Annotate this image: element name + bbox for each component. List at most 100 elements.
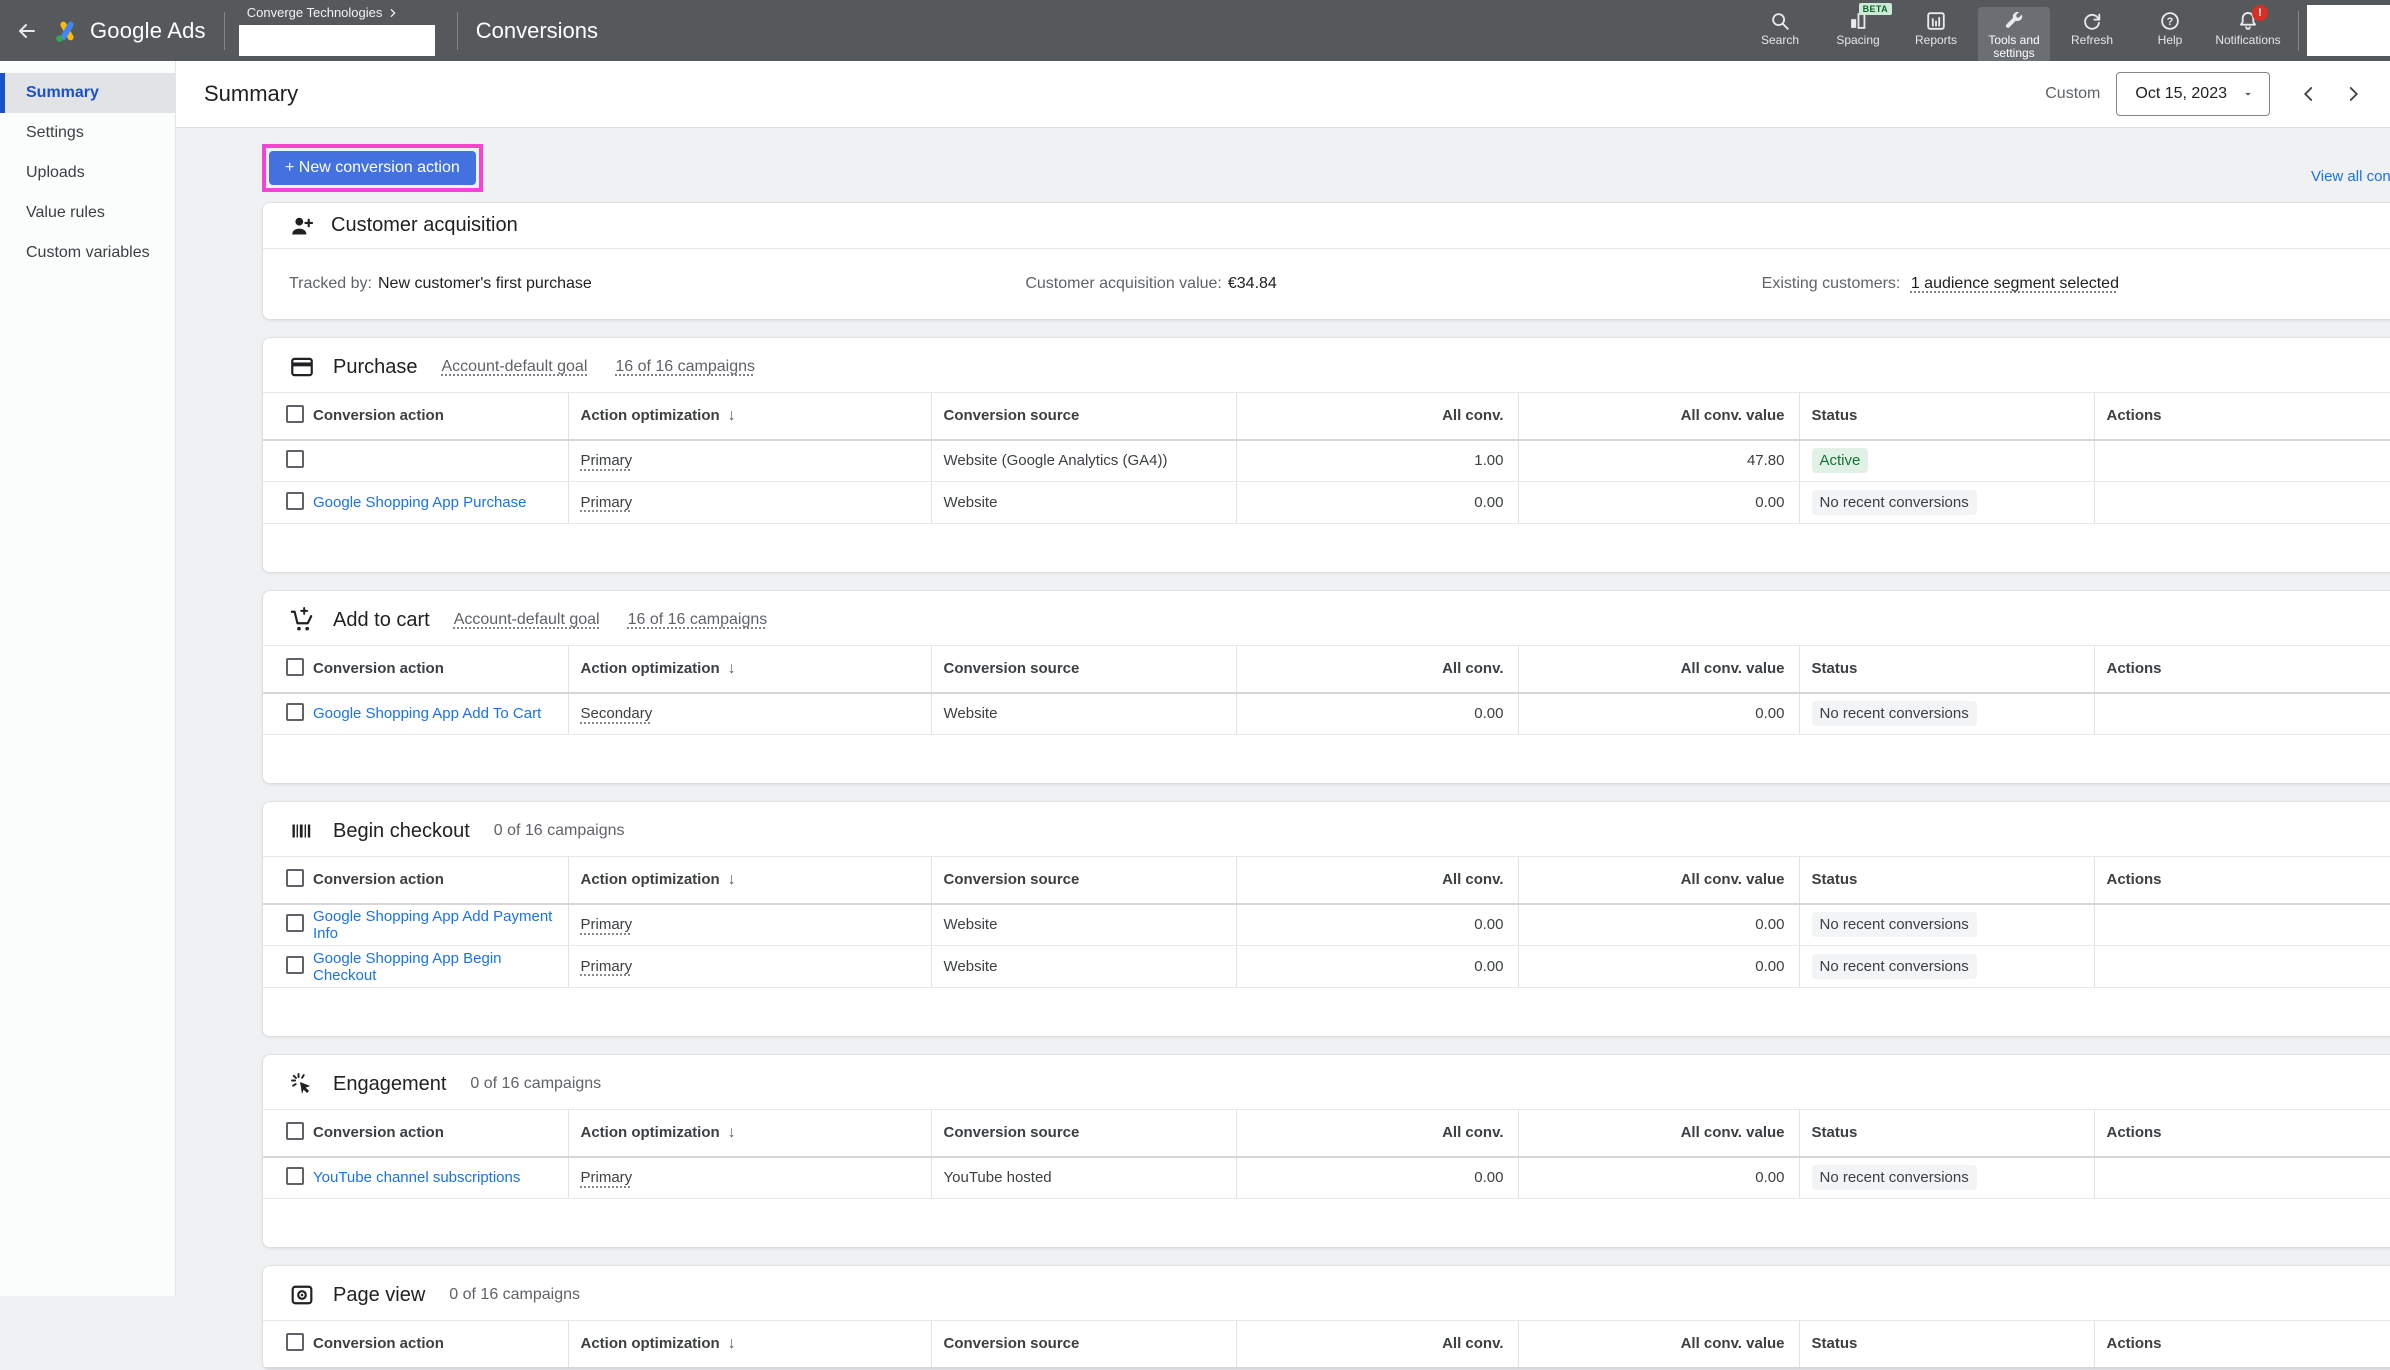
section-meta[interactable]: 16 of 16 campaigns xyxy=(615,358,755,376)
column-header[interactable]: All conv. xyxy=(1236,646,1518,693)
section-meta[interactable]: Account-default goal xyxy=(454,611,600,629)
column-header[interactable]: All conv. xyxy=(1236,1321,1518,1368)
view-all-conversions-link[interactable]: View all conv xyxy=(2311,168,2390,185)
column-header[interactable]: Conversion action xyxy=(313,1321,568,1368)
conversion-action-link[interactable]: Google Shopping App Purchase xyxy=(313,494,527,511)
column-header[interactable]: All conv. xyxy=(1236,393,1518,440)
action-optimization-value[interactable]: Primary xyxy=(581,452,633,469)
conversion-source: Website xyxy=(931,904,1236,946)
section-meta[interactable]: Account-default goal xyxy=(442,358,588,376)
conversion-action-link[interactable]: Google Shopping App Add To Cart xyxy=(313,705,541,722)
help-icon: ? xyxy=(2159,10,2181,32)
sidebar-item-settings[interactable]: Settings xyxy=(0,113,175,153)
audience-segment-link[interactable]: 1 audience segment selected xyxy=(1911,275,2119,292)
actions-cell xyxy=(2094,482,2390,524)
column-header[interactable]: Actions xyxy=(2094,393,2390,440)
row-checkbox[interactable] xyxy=(286,703,304,721)
row-checkbox[interactable] xyxy=(286,405,304,423)
topbar-nav-help[interactable]: ? Help xyxy=(2134,7,2206,50)
column-header[interactable]: Conversion action xyxy=(313,1110,568,1157)
column-header[interactable]: Status xyxy=(1799,1321,2094,1368)
google-ads-logo[interactable]: Google Ads xyxy=(54,18,224,44)
action-optimization-value[interactable]: Primary xyxy=(581,958,633,975)
sort-descending-icon: ↓ xyxy=(728,660,736,677)
row-checkbox[interactable] xyxy=(286,1167,304,1185)
row-checkbox[interactable] xyxy=(286,1122,304,1140)
annotation-highlight-box: + New conversion action xyxy=(262,144,483,192)
column-header[interactable]: All conv. value xyxy=(1518,646,1799,693)
column-header[interactable]: Actions xyxy=(2094,646,2390,693)
conversion-actions-table: Conversion action Action optimization ↓ Con… xyxy=(263,1320,2390,1369)
column-header[interactable]: Conversion action xyxy=(313,393,568,440)
table-row: YouTube channel subscriptions Primary YouT… xyxy=(263,1157,2390,1199)
column-header[interactable]: Action optimization ↓ xyxy=(568,646,931,693)
table-row: Google Shopping App Begin Checkout Primar… xyxy=(263,946,2390,988)
column-header[interactable]: Action optimization ↓ xyxy=(568,1321,931,1368)
column-header[interactable]: Action optimization ↓ xyxy=(568,857,931,904)
topbar-nav-reports[interactable]: Reports xyxy=(1900,7,1972,50)
back-arrow-icon[interactable] xyxy=(0,19,54,43)
topbar-nav-notifications[interactable]: Notifications! xyxy=(2212,7,2284,50)
topbar-nav-search[interactable]: Search xyxy=(1744,7,1816,50)
column-header[interactable]: All conv. value xyxy=(1518,857,1799,904)
conversion-source: Website xyxy=(931,693,1236,735)
topbar-nav-spacing[interactable]: Spacing BETA xyxy=(1822,7,1894,50)
column-header[interactable]: All conv. xyxy=(1236,857,1518,904)
column-header[interactable]: Conversion action xyxy=(313,857,568,904)
sidebar-item-uploads[interactable]: Uploads xyxy=(0,153,175,193)
column-header[interactable]: All conv. value xyxy=(1518,393,1799,440)
column-header[interactable]: Status xyxy=(1799,857,2094,904)
date-range-picker[interactable]: Oct 15, 2023 xyxy=(2116,72,2270,116)
column-header[interactable]: Status xyxy=(1799,646,2094,693)
previous-date-button[interactable] xyxy=(2300,85,2318,103)
conversion-actions-table: Conversion action Action optimization ↓ Con… xyxy=(263,856,2390,988)
action-optimization-value[interactable]: Primary xyxy=(581,1169,633,1186)
column-header[interactable]: Conversion source xyxy=(931,393,1236,440)
sidebar-item-custom-variables[interactable]: Custom variables xyxy=(0,233,175,273)
column-header[interactable]: Conversion action xyxy=(313,646,568,693)
column-header[interactable]: All conv. value xyxy=(1518,1110,1799,1157)
nav-label: Reports xyxy=(1915,34,1957,47)
account-breadcrumb[interactable]: Converge Technologies xyxy=(239,0,457,61)
customer-acquisition-card: Customer acquisition Tracked by: New cust… xyxy=(262,202,2390,320)
topbar-nav-refresh[interactable]: Refresh xyxy=(2056,7,2128,50)
sidebar-item-value-rules[interactable]: Value rules xyxy=(0,193,175,233)
row-checkbox[interactable] xyxy=(286,914,304,932)
column-header[interactable]: Action optimization ↓ xyxy=(568,1110,931,1157)
new-conversion-action-button[interactable]: + New conversion action xyxy=(269,151,476,185)
conversion-action-link[interactable]: Google Shopping App Begin Checkout xyxy=(313,950,502,984)
column-header[interactable]: Conversion source xyxy=(931,646,1236,693)
action-optimization-value[interactable]: Secondary xyxy=(581,705,653,722)
column-header[interactable]: Actions xyxy=(2094,1110,2390,1157)
column-header[interactable]: Conversion source xyxy=(931,1321,1236,1368)
row-checkbox[interactable] xyxy=(286,1333,304,1351)
row-checkbox[interactable] xyxy=(286,869,304,887)
card-footer xyxy=(263,988,2390,1036)
actions-row: + New conversion action View all conv xyxy=(262,144,2390,202)
conversion-action-link[interactable]: YouTube channel subscriptions xyxy=(313,1169,520,1186)
all-conversions-value: 0.00 xyxy=(1236,1157,1518,1199)
column-header[interactable]: Status xyxy=(1799,1110,2094,1157)
action-optimization-value[interactable]: Primary xyxy=(581,494,633,511)
column-header[interactable]: All conv. xyxy=(1236,1110,1518,1157)
column-header[interactable]: Conversion source xyxy=(931,1110,1236,1157)
action-optimization-value[interactable]: Primary xyxy=(581,916,633,933)
column-header[interactable]: Conversion source xyxy=(931,857,1236,904)
column-header[interactable]: Action optimization ↓ xyxy=(568,393,931,440)
column-header[interactable]: All conv. value xyxy=(1518,1321,1799,1368)
row-checkbox[interactable] xyxy=(286,658,304,676)
column-header[interactable]: Actions xyxy=(2094,1321,2390,1368)
column-header[interactable]: Actions xyxy=(2094,857,2390,904)
status-badge: No recent conversions xyxy=(1812,954,1977,979)
row-checkbox[interactable] xyxy=(286,450,304,468)
column-header[interactable]: Status xyxy=(1799,393,2094,440)
section-meta[interactable]: 16 of 16 campaigns xyxy=(628,611,768,629)
page-header: Summary Custom Oct 15, 2023 xyxy=(176,61,2390,128)
conversion-action-link[interactable]: Google Shopping App Add Payment Info xyxy=(313,908,552,942)
row-checkbox[interactable] xyxy=(286,492,304,510)
conversion-actions-table: Conversion action Action optimization ↓ Con… xyxy=(263,645,2390,735)
sidebar-item-summary[interactable]: Summary xyxy=(0,73,175,113)
row-checkbox[interactable] xyxy=(286,956,304,974)
next-date-button[interactable] xyxy=(2344,85,2362,103)
topbar-nav-tools[interactable]: Tools and settings xyxy=(1978,7,2050,63)
